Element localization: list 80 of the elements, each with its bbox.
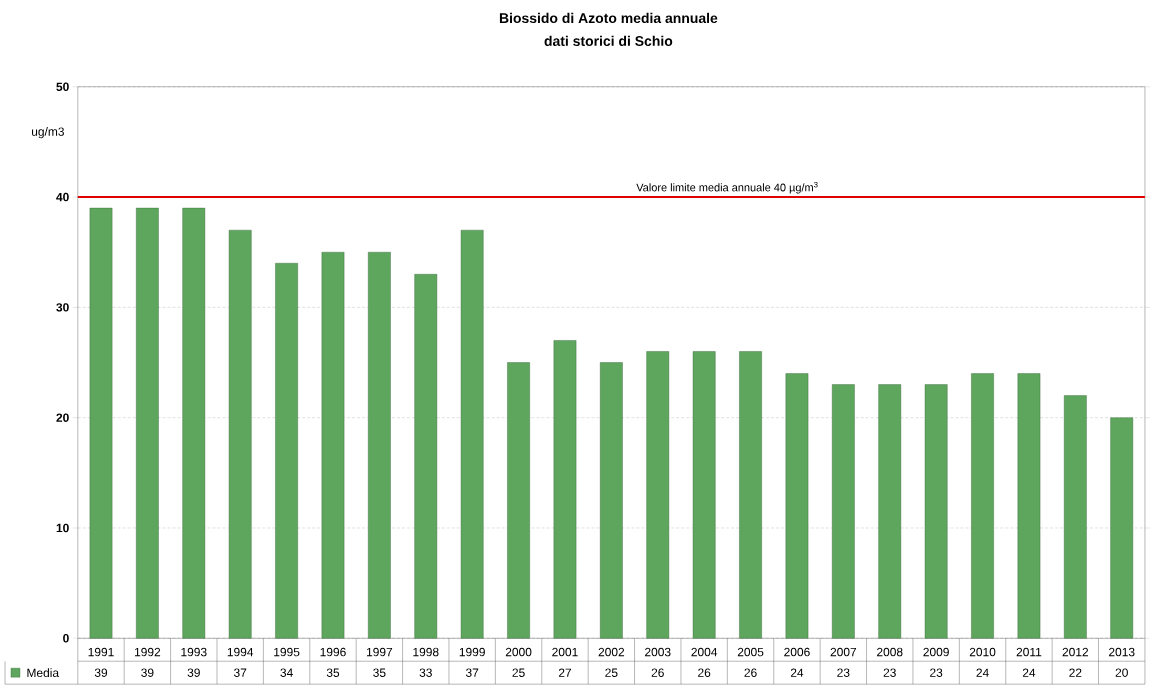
data-label: 25: [605, 668, 618, 677]
data-label: 24: [976, 668, 989, 677]
x-tick-label: 1995: [274, 647, 300, 657]
x-tick-label: 1991: [88, 647, 114, 657]
data-label: 22: [1069, 668, 1082, 677]
data-label: 23: [930, 668, 943, 677]
x-tick-label: 1997: [366, 647, 393, 657]
bar: [971, 373, 994, 639]
chart-subtitle: dati storici di Schio: [544, 35, 673, 46]
x-tick-label: 1992: [134, 647, 161, 657]
bar: [600, 362, 623, 639]
x-tick-label: 2001: [552, 647, 578, 657]
y-tick-label: 50: [56, 82, 69, 91]
bar: [414, 274, 438, 639]
x-tick-label: 1996: [320, 647, 346, 657]
bar: [739, 351, 762, 639]
x-tick-label: 2006: [784, 647, 810, 657]
x-tick-label: 2002: [598, 647, 625, 657]
bar: [878, 384, 902, 639]
bar: [368, 251, 391, 639]
y-tick-label: 10: [56, 523, 69, 533]
x-tick-label: 2010: [969, 647, 996, 657]
data-label: 34: [280, 668, 293, 677]
data-label: 26: [744, 668, 757, 677]
data-label: 35: [373, 668, 386, 677]
bar: [182, 207, 206, 639]
bar: [89, 207, 113, 639]
data-label: 39: [141, 668, 154, 677]
y-tick-label: 20: [56, 413, 69, 422]
x-tick-label: 1993: [181, 647, 207, 657]
x-tick-label: 2013: [1109, 647, 1135, 657]
bar: [275, 262, 298, 639]
bar: [646, 351, 670, 639]
x-tick-label: 2007: [830, 647, 857, 657]
x-tick-label: 2011: [1016, 647, 1042, 657]
data-label: 33: [419, 668, 432, 677]
bar: [832, 384, 855, 639]
bar: [785, 373, 809, 639]
x-tick-label: 2012: [1062, 647, 1089, 657]
bar: [692, 351, 716, 639]
data-label: 23: [883, 668, 896, 677]
x-tick-label: 1999: [459, 647, 485, 657]
y-tick-label: 40: [56, 192, 69, 202]
bar: [228, 229, 252, 639]
x-tick-label: 2005: [737, 647, 764, 657]
data-label: 23: [837, 668, 850, 677]
data-label: 39: [94, 668, 108, 677]
data-label: 20: [1115, 668, 1128, 677]
data-label: 27: [558, 668, 572, 677]
x-tick-label: 2009: [923, 647, 949, 657]
bar: [924, 384, 948, 639]
data-label: 26: [651, 668, 664, 677]
legend-label: Media: [27, 668, 60, 678]
x-tick-label: 2003: [645, 647, 671, 657]
data-label: 37: [465, 668, 479, 677]
bar: [321, 251, 345, 639]
x-tick-label: 1994: [227, 647, 254, 657]
bar: [1017, 373, 1041, 639]
data-label: 24: [1022, 668, 1036, 677]
chart-title: Biossido di Azoto media annuale: [499, 12, 718, 24]
x-tick-label: 2000: [505, 647, 532, 657]
data-label: 37: [233, 668, 247, 677]
data-label: 26: [698, 668, 711, 677]
x-tick-label: 2008: [877, 647, 903, 657]
ref-line-label: Valore limite media annuale 40 µg/m$^{3}$: [636, 181, 818, 194]
bar: [460, 229, 484, 639]
bar: [1110, 417, 1134, 639]
data-label: 35: [326, 668, 340, 677]
y-tick-label: 30: [56, 303, 69, 312]
data-label: 39: [187, 668, 200, 677]
data-label: 25: [512, 668, 525, 677]
bar: [136, 207, 159, 639]
y-axis-title: ug/m3: [32, 127, 64, 139]
bar: [507, 362, 530, 639]
data-label: 24: [790, 668, 804, 677]
bar: [553, 340, 577, 639]
bar: [1063, 395, 1087, 639]
x-tick-label: 2004: [691, 647, 718, 657]
x-tick-label: 1998: [413, 647, 439, 657]
y-tick-label: 0: [63, 633, 69, 643]
